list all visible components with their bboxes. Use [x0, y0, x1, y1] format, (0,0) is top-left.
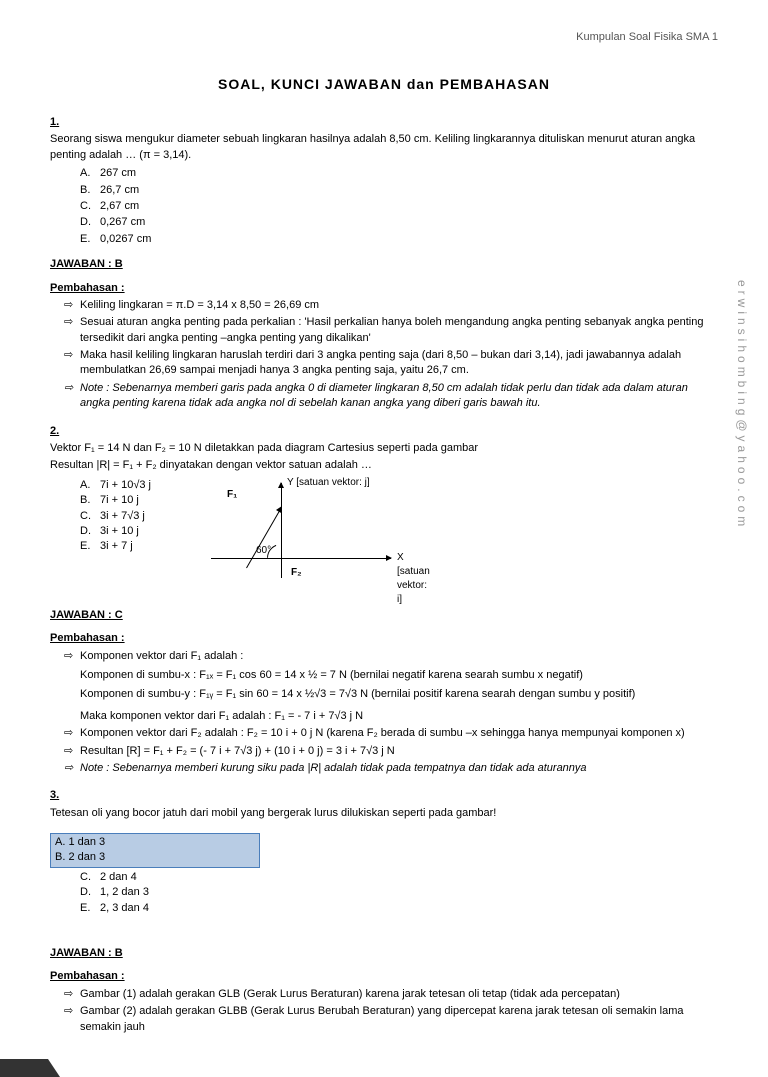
x-label: X [satuan vektor: i] [397, 551, 431, 607]
q3-opt-b: B. 2 dan 3 [55, 850, 255, 865]
y-label: Y [satuan vektor: j] [287, 476, 370, 490]
q2-text2: Resultan |R| = F₁ + F₂ dinyatakan dengan… [50, 458, 718, 473]
q1-answer: JAWABAN : B [50, 257, 718, 272]
q2-opt-e: E.3i + 7 j [80, 539, 151, 554]
q1-opt-c: C.2,67 cm [80, 199, 718, 214]
q1-opt-a: A.267 cm [80, 166, 718, 181]
page-title: SOAL, KUNCI JAWABAN dan PEMBAHASAN [50, 75, 718, 95]
q1-p-2: Maka hasil keliling lingkaran haruslah t… [64, 348, 718, 379]
q2-opt-b: B.7i + 10 j [80, 493, 151, 508]
vector-f1 [246, 507, 282, 568]
q2-pembahasan: Komponen vektor dari F₁ adalah : Kompone… [64, 649, 718, 777]
q2-opt-d: D.3i + 10 j [80, 524, 151, 539]
q3-options-rest: C.2 dan 4 D.1, 2 dan 3 E.2, 3 dan 4 [80, 870, 718, 916]
f1-label: F₁ [227, 488, 237, 502]
q3-opt-c: C.2 dan 4 [80, 870, 718, 885]
q2-p2: Komponen vektor dari F₂ adalah : F₂ = 10… [64, 726, 718, 741]
q2-options: A.7i + 10√3 j B.7i + 10 j C.3i + 7√3 j D… [80, 478, 151, 555]
q2-opt-c: C.3i + 7√3 j [80, 509, 151, 524]
q1-number: 1. [50, 115, 718, 130]
axis-x [211, 558, 391, 559]
q2-number: 2. [50, 424, 718, 439]
q2-p1a: Komponen di sumbu-x : F₁ₓ = F₁ cos 60 = … [80, 668, 718, 683]
q1-p-1: Sesuai aturan angka penting pada perkali… [64, 315, 718, 346]
q1-pembahasan: Keliling lingkaran = π.D = 3,14 x 8,50 =… [64, 298, 718, 412]
q2-p1c: Maka komponen vektor dari F₁ adalah : F₁… [80, 709, 718, 724]
q3-text: Tetesan oli yang bocor jatuh dari mobil … [50, 806, 718, 821]
q2-p1: Komponen vektor dari F₁ adalah : Kompone… [64, 649, 718, 725]
q3-p-0: Gambar (1) adalah gerakan GLB (Gerak Lur… [64, 987, 718, 1002]
q3-opt-e: E.2, 3 dan 4 [80, 901, 718, 916]
q3-highlight-box: A. 1 dan 3 B. 2 dan 3 [50, 833, 260, 868]
q2-opt-a: A.7i + 10√3 j [80, 478, 151, 493]
header-right: Kumpulan Soal Fisika SMA 1 [50, 30, 718, 45]
q1-opt-e: E.0,0267 cm [80, 232, 718, 247]
q2-text1: Vektor F₁ = 14 N dan F₂ = 10 N diletakka… [50, 441, 718, 456]
q3-pembahasan: Gambar (1) adalah gerakan GLB (Gerak Lur… [64, 987, 718, 1035]
q1-opt-d: D.0,267 cm [80, 215, 718, 230]
q3-pembahasan-label: Pembahasan : [50, 969, 718, 984]
axis-y [281, 483, 282, 578]
q3-number: 3. [50, 788, 718, 803]
q2-p4: Note : Sebenarnya memberi kurung siku pa… [64, 761, 718, 776]
q1-p-3: Note : Sebenarnya memberi garis pada ang… [64, 381, 718, 412]
watermark-email: erwinsihombing@yahoo.com [733, 280, 750, 530]
q2-answer: JAWABAN : C [50, 608, 718, 623]
q1-opt-b: B.26,7 cm [80, 183, 718, 198]
q2-p3: Resultan [R] = F₁ + F₂ = (- 7 i + 7√3 j)… [64, 744, 718, 759]
q3-p-1: Gambar (2) adalah gerakan GLBB (Gerak Lu… [64, 1004, 718, 1035]
q3-answer: JAWABAN : B [50, 946, 718, 961]
q2-p1b: Komponen di sumbu-y : F₁ᵧ = F₁ sin 60 = … [80, 687, 718, 702]
q3-opt-d: D.1, 2 dan 3 [80, 885, 718, 900]
q3-opt-a: A. 1 dan 3 [55, 835, 255, 850]
q2-pembahasan-label: Pembahasan : [50, 631, 718, 646]
q1-text: Seorang siswa mengukur diameter sebuah l… [50, 132, 718, 163]
f2-label: F₂ [291, 566, 302, 580]
angle-label: 60° [256, 544, 271, 558]
q1-options: A.267 cm B.26,7 cm C.2,67 cm D.0,267 cm … [80, 166, 718, 247]
q1-p-0: Keliling lingkaran = π.D = 3,14 x 8,50 =… [64, 298, 718, 313]
q2-diagram: Y [satuan vektor: j] X [satuan vektor: i… [171, 478, 431, 598]
corner-decoration [0, 1059, 60, 1077]
q1-pembahasan-label: Pembahasan : [50, 281, 718, 296]
